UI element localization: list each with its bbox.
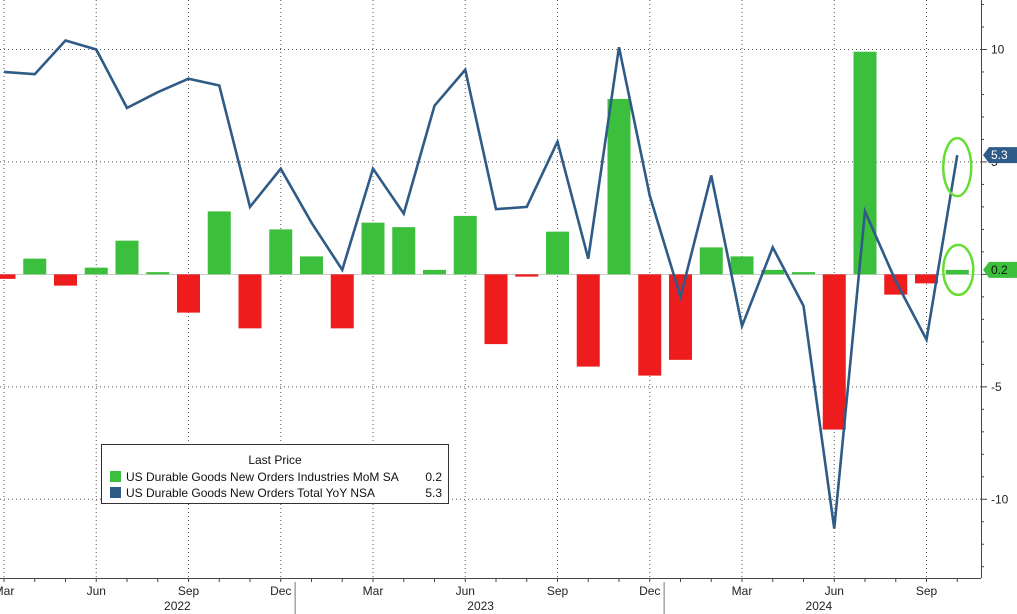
legend: Last Price US Durable Goods New Orders I…	[101, 444, 449, 504]
bar	[699, 247, 723, 275]
x-tick-label: Mar	[732, 584, 753, 598]
legend-entry-yoy: US Durable Goods New Orders Total YoY NS…	[110, 485, 442, 500]
highlight-circle-line	[942, 136, 973, 198]
year-label: 2022	[164, 599, 191, 613]
x-tick-label: Jun	[825, 584, 844, 598]
bar	[730, 256, 754, 275]
legend-entry-mom: US Durable Goods New Orders Industries M…	[110, 469, 442, 484]
bar	[607, 98, 631, 275]
bar	[207, 211, 231, 275]
y-tick-label: 10	[991, 42, 1005, 56]
bar	[361, 222, 385, 275]
last-value-tag-line: 5.3	[983, 147, 1017, 164]
x-tick-label: Sep	[916, 584, 938, 598]
bar	[269, 229, 293, 275]
bar	[945, 269, 969, 275]
tag-background	[983, 147, 1017, 164]
bar	[853, 51, 877, 275]
year-label: 2023	[467, 599, 494, 613]
bar	[177, 274, 200, 313]
bar	[0, 274, 16, 279]
last-value-tag-bar: 0.2	[983, 261, 1017, 278]
x-tick-label: Jun	[87, 584, 106, 598]
bar	[484, 274, 508, 345]
tag-label: 5.3	[991, 148, 1008, 162]
bar	[238, 274, 262, 329]
legend-swatch-yoy	[110, 487, 121, 498]
line-series	[3, 39, 959, 529]
bar	[792, 272, 815, 275]
bar	[761, 269, 785, 275]
bar	[392, 227, 416, 275]
x-tick-label: Sep	[547, 584, 569, 598]
bar-series	[0, 51, 969, 430]
x-tick-label: Dec	[270, 584, 291, 598]
bar	[546, 231, 569, 275]
bar	[453, 215, 477, 275]
legend-value-mom: 0.2	[425, 469, 442, 484]
bar	[115, 240, 139, 275]
legend-swatch-mom	[110, 471, 121, 482]
bar	[423, 269, 446, 275]
y-tick-label: -5	[991, 380, 1002, 394]
legend-value-yoy: 5.3	[425, 485, 442, 500]
bar	[915, 274, 938, 284]
x-tick-label: Dec	[639, 584, 660, 598]
x-tick-label: Mar	[0, 584, 14, 598]
year-label: 2024	[806, 599, 833, 613]
legend-label-mom: US Durable Goods New Orders Industries M…	[126, 469, 399, 484]
highlight-circle-bar	[942, 243, 975, 297]
y-tick-label: -10	[991, 492, 1009, 506]
bar	[330, 274, 354, 329]
legend-title: Last Price	[248, 453, 302, 467]
bar	[84, 267, 108, 275]
x-tick-label: Jun	[456, 584, 475, 598]
bar	[884, 274, 908, 295]
bar	[515, 274, 539, 277]
x-tick-label: Sep	[178, 584, 200, 598]
bar	[822, 274, 846, 430]
bar	[23, 258, 47, 275]
tag-label: 0.2	[991, 263, 1008, 277]
bar	[146, 272, 170, 275]
bar	[669, 274, 692, 360]
tag-background	[983, 261, 1017, 278]
legend-label-yoy: US Durable Goods New Orders Total YoY NS…	[126, 485, 376, 500]
x-tick-label: Mar	[363, 584, 384, 598]
bar	[54, 274, 77, 286]
bar	[638, 274, 662, 376]
bar	[576, 274, 600, 367]
bar	[300, 256, 323, 275]
